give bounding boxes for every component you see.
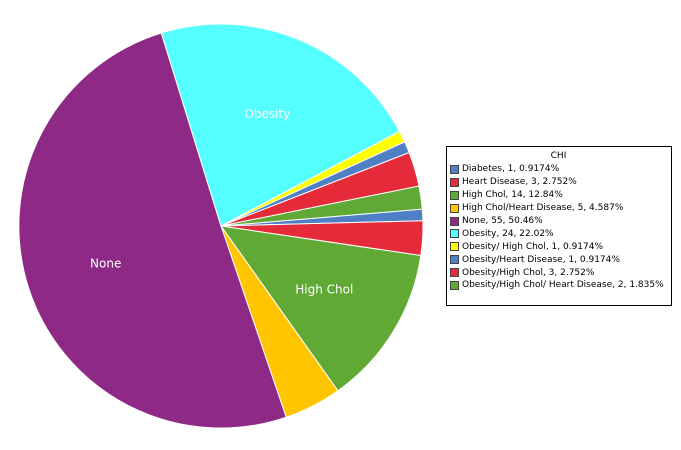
pie-slice-4	[18, 32, 287, 429]
legend-swatch-1	[450, 177, 459, 187]
pie-slice-5	[160, 23, 401, 227]
legend-label-2: High Chol, 14, 12.84%	[462, 190, 563, 201]
legend-label-1: Heart Disease, 3, 2.752%	[462, 177, 577, 188]
legend-items: Diabetes, 1, 0.9174% Heart Disease, 3, 2.…	[450, 163, 667, 292]
legend-item-0: Diabetes, 1, 0.9174%	[450, 163, 667, 176]
legend-label-5: Obesity, 24, 22.02%	[462, 228, 554, 239]
pie-slice-2	[219, 225, 422, 392]
legend-label-6: Obesity/ High Chol, 1, 0.9174%	[462, 241, 604, 252]
pie-slice-label-5: Obesity	[244, 107, 290, 121]
legend-label-3: High Chol/Heart Disease, 5, 4.587%	[462, 203, 624, 214]
legend-item-9: Obesity/High Chol/ Heart Disease, 2, 1.8…	[450, 279, 667, 292]
legend-swatch-2	[450, 190, 459, 200]
legend-swatch-9	[450, 280, 459, 290]
pie-slices	[18, 23, 424, 429]
legend-swatch-6	[450, 242, 459, 252]
legend-item-8: Obesity/High Chol, 3, 2.752%	[450, 266, 667, 279]
legend-item-5: Obesity, 24, 22.02%	[450, 227, 667, 240]
legend-item-1: Heart Disease, 3, 2.752%	[450, 176, 667, 189]
legend-item-3: High Chol/Heart Disease, 5, 4.587%	[450, 202, 667, 215]
legend-swatch-0	[450, 164, 459, 174]
legend-swatch-5	[450, 229, 459, 239]
legend-label-9: Obesity/High Chol/ Heart Disease, 2, 1.8…	[462, 280, 664, 291]
legend-label-0: Diabetes, 1, 0.9174%	[462, 164, 560, 175]
legend-swatch-8	[450, 268, 459, 278]
legend-swatch-3	[450, 203, 459, 213]
legend: CHI Diabetes, 1, 0.9174% Heart Disease, 3…	[446, 146, 672, 306]
legend-item-4: None, 55, 50.46%	[450, 215, 667, 228]
pie-slice-9	[220, 185, 423, 227]
pie-slice-label-4: None	[90, 257, 121, 271]
legend-swatch-4	[450, 216, 459, 226]
legend-item-6: Obesity/ High Chol, 1, 0.9174%	[450, 240, 667, 253]
legend-title: CHI	[550, 151, 567, 161]
pie-labels: High Chol None Obesity	[90, 107, 353, 296]
legend-label-7: Obesity/Heart Disease, 1, 0.9174%	[462, 254, 620, 265]
legend-swatch-7	[450, 255, 459, 265]
legend-label-4: None, 55, 50.46%	[462, 216, 543, 226]
legend-label-8: Obesity/High Chol, 3, 2.752%	[462, 267, 595, 278]
legend-item-7: Obesity/Heart Disease, 1, 0.9174%	[450, 253, 667, 266]
legend-item-2: High Chol, 14, 12.84%	[450, 189, 667, 202]
pie-slice-label-2: High Chol	[295, 282, 353, 296]
